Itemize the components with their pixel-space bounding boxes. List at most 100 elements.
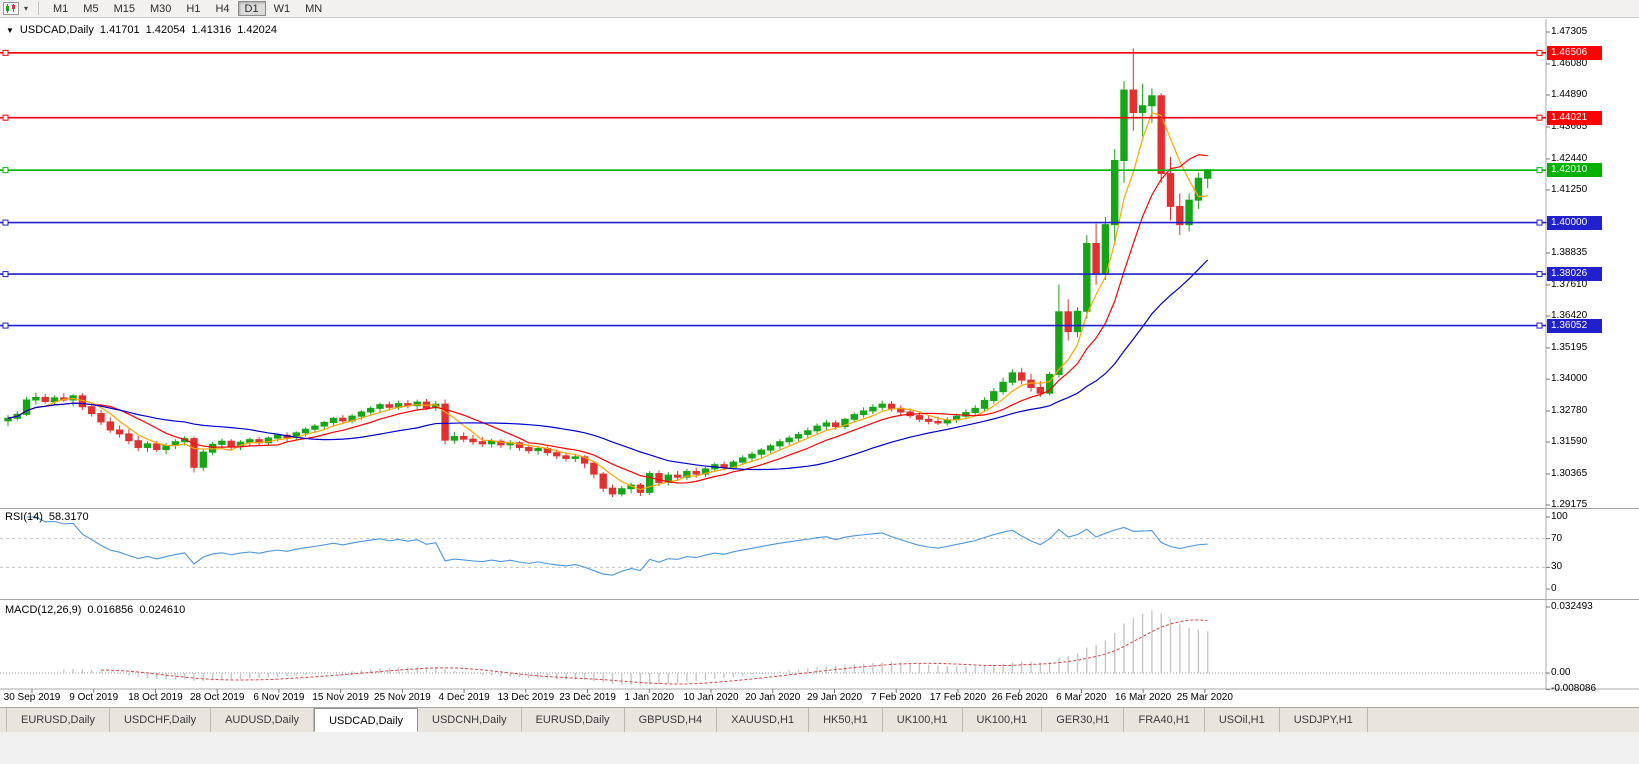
date-axis-label: 28 Oct 2019 [189, 692, 245, 703]
chart-tab-usdjpy-h1[interactable]: USDJPY,H1 [1280, 708, 1368, 732]
date-axis-label: 7 Feb 2020 [870, 692, 922, 703]
price-axis-label: 1.29175 [1551, 499, 1588, 510]
date-axis-label: 17 Feb 2020 [929, 692, 987, 703]
line-handle[interactable] [1536, 271, 1543, 278]
candle-body [608, 487, 617, 495]
line-handle[interactable] [2, 322, 9, 329]
candle-body [934, 420, 942, 424]
date-axis-label: 13 Dec 2019 [497, 692, 555, 703]
chart-tab-xauusd-h1[interactable]: XAUUSD,H1 [717, 708, 810, 732]
price-axis-label: 1.41250 [1551, 183, 1588, 195]
timeframe-button-h4[interactable]: H4 [215, 3, 230, 15]
line-handle[interactable] [1536, 49, 1543, 56]
candle-body [1176, 205, 1184, 226]
line-handle[interactable] [2, 271, 9, 278]
chart-collapse-icon[interactable]: ▼ [6, 25, 14, 35]
candle-body [1138, 105, 1147, 113]
candle-body [869, 406, 877, 412]
candle-body [971, 407, 979, 414]
chart-tab-bar: EURUSD,Daily USDCHF,Daily AUDUSD,Daily USDC… [0, 707, 1639, 732]
timeframe-button-h1[interactable]: H1 [186, 3, 201, 15]
top-toolbar: ▾ M1 M5 M15 M30 H1 H4 D1 W1 MN [0, 0, 1639, 18]
chart-close-value: 1.42024 [237, 24, 277, 36]
line-handle[interactable] [2, 167, 9, 174]
candle-body [553, 452, 561, 457]
chart-tab-usdchf-daily[interactable]: USDCHF,Daily [110, 708, 212, 732]
candle-body [599, 473, 607, 489]
candle-body [301, 428, 310, 434]
chart-tab-uk100-h1[interactable]: UK100,H1 [883, 708, 963, 732]
candle-body [1185, 199, 1193, 226]
price-axis-label: 1.47305 [1551, 26, 1588, 37]
timeframe-button-m5[interactable]: M5 [83, 3, 99, 15]
chart-tab-gbpusd-h4[interactable]: GBPUSD,H4 [625, 708, 718, 732]
candle-body [41, 396, 49, 403]
candle-body [106, 421, 114, 431]
chart-title: ▼ USDCAD,Daily 1.41701 1.42054 1.41316 1… [6, 24, 277, 36]
candle-body [859, 410, 868, 416]
rsi-axis-label: 70 [1551, 532, 1563, 544]
candlestick-chart-icon[interactable] [3, 2, 19, 15]
chart-tab-eurusd-daily[interactable]: EURUSD,Daily [6, 708, 110, 732]
candle-body [385, 404, 394, 408]
chart-tab-usdcad-daily[interactable]: USDCAD,Daily [314, 708, 419, 732]
macd-signal-value: 0.024610 [139, 604, 186, 616]
candle-body [1157, 95, 1165, 175]
chart-tab-uk100-h1[interactable]: UK100,H1 [963, 708, 1043, 732]
chart-tab-eurusd-daily[interactable]: EURUSD,Daily [522, 708, 625, 732]
chart-tab-usoil-h1[interactable]: USOil,H1 [1205, 708, 1280, 732]
timeframe-button-w1[interactable]: W1 [273, 3, 291, 15]
line-handle[interactable] [1536, 322, 1543, 329]
chart-tab-hk50-h1[interactable]: HK50,H1 [809, 708, 883, 732]
price-axis-label: 1.44890 [1551, 89, 1588, 100]
line-handle[interactable] [1536, 114, 1543, 121]
date-axis-label: 30 Sep 2019 [3, 692, 61, 703]
candle-body [1120, 89, 1128, 161]
timeframe-button-m1[interactable]: M1 [53, 3, 69, 15]
date-axis-label: 9 Oct 2019 [69, 692, 119, 703]
timeframe-button-m15[interactable]: M15 [113, 3, 135, 15]
candle-body [748, 453, 756, 459]
date-axis-label: 16 Mar 2020 [1115, 692, 1172, 703]
bottom-filler [0, 732, 1639, 764]
candle-body [357, 411, 366, 417]
price-axis-label: 1.36420 [1551, 309, 1588, 321]
candle-body [1073, 310, 1082, 333]
candle-body [785, 437, 793, 443]
timeframe-buttons: M1 M5 M15 M30 H1 H4 D1 W1 MN [46, 1, 329, 16]
line-handle[interactable] [1536, 219, 1543, 226]
timeframe-button-m30[interactable]: M30 [149, 3, 172, 15]
chart-type-dropdown-icon[interactable]: ▾ [24, 4, 29, 13]
rsi-axis-label: 30 [1551, 561, 1563, 573]
line-handle[interactable] [2, 219, 9, 226]
date-axis-label: 15 Nov 2019 [312, 692, 369, 703]
date-axis-label: 20 Jan 2020 [745, 692, 801, 703]
candle-body [1008, 372, 1017, 383]
candle-body [980, 400, 989, 409]
candle-body [1092, 242, 1100, 275]
rsi-line [26, 516, 1208, 576]
timeframe-button-mn[interactable]: MN [305, 3, 323, 15]
chart-symbol-period: USDCAD,Daily [19, 24, 94, 36]
candle-body [153, 443, 161, 451]
line-handle[interactable] [2, 49, 9, 56]
timeframe-button-d1[interactable]: D1 [237, 1, 266, 16]
candle-body [32, 396, 40, 401]
candle-body [227, 440, 235, 447]
chart-tab-audusd-daily[interactable]: AUDUSD,Daily [211, 708, 315, 732]
medium-ma-line [7, 154, 1208, 484]
line-handle[interactable] [1536, 167, 1543, 174]
candle-body [618, 488, 626, 495]
chart-tab-usdcnh-daily[interactable]: USDCNH,Daily [418, 708, 522, 732]
candle-body [878, 403, 886, 408]
candle-body [311, 425, 319, 430]
line-handle[interactable] [2, 114, 9, 121]
chart-tab-fra40-h1[interactable]: FRA40,H1 [1124, 708, 1205, 732]
candle-body [813, 425, 821, 432]
candle-body [683, 470, 691, 478]
candle-body [22, 399, 31, 415]
chart-tab-ger30-h1[interactable]: GER30,H1 [1042, 708, 1125, 732]
price-axis-label: 1.46080 [1551, 57, 1588, 69]
candle-body [590, 462, 598, 475]
